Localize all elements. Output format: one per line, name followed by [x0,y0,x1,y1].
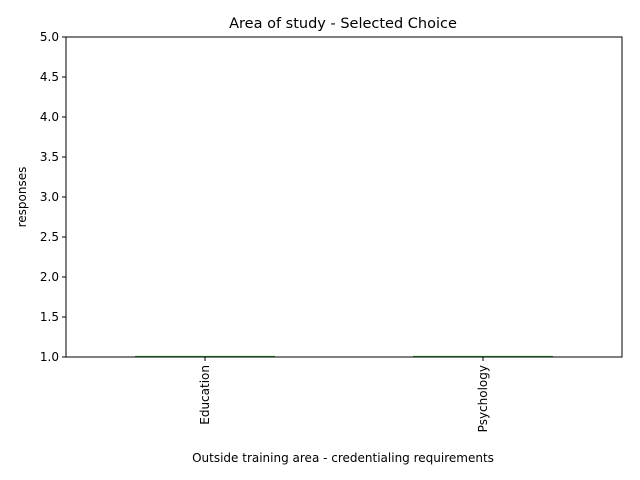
y-tick-label: 1.0 [40,350,59,364]
x-axis-label: Outside training area - credentialing re… [192,451,494,465]
y-tick-label: 1.5 [40,310,59,324]
axes-frame [65,36,623,358]
y-tick-label: 3.0 [40,190,59,204]
y-tick-label: 4.0 [40,110,59,124]
y-tick-label: 4.5 [40,70,59,84]
chart-title: Area of study - Selected Choice [229,16,457,32]
y-axis-label: responses [15,167,29,228]
x-tick-label: Education [198,365,212,425]
x-tick-label: Psychology [476,365,490,432]
y-tick-label: 2.0 [40,270,59,284]
y-tick-label: 5.0 [40,30,59,44]
plot-area: 1.0 1.5 2.0 2.5 3.0 3.5 4.0 4.5 5.0 Education Psyc… [40,30,623,432]
y-tick-label: 3.5 [40,150,59,164]
y-tick-label: 2.5 [40,230,59,244]
